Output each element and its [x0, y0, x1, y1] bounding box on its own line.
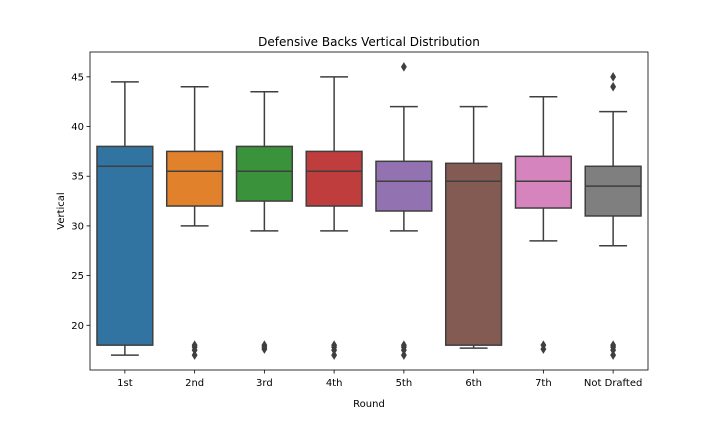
outlier-point	[191, 340, 198, 350]
outlier-point	[610, 340, 617, 350]
box-iqr	[165, 150, 224, 207]
box-group	[96, 81, 154, 356]
outlier-point	[331, 340, 338, 350]
box-iqr	[96, 145, 154, 346]
outlier-point	[610, 82, 617, 92]
x-tick-label: 1st	[117, 378, 133, 389]
x-tick-label: 7th	[535, 378, 552, 389]
outlier-point	[610, 72, 617, 82]
y-tick-label: 20	[71, 321, 84, 332]
x-tick-label: 3rd	[256, 378, 273, 389]
box-group	[165, 86, 224, 360]
box-group	[375, 62, 433, 360]
box-group	[235, 91, 294, 354]
y-tick-label: 35	[71, 172, 84, 183]
y-axis: 20 25 30 35 40 45	[71, 72, 90, 332]
box-iqr	[584, 165, 642, 217]
box-iqr	[444, 162, 503, 346]
box-group	[584, 72, 642, 360]
outlier-point	[400, 340, 407, 350]
outlier-point	[400, 62, 407, 72]
x-tick-label: 5th	[396, 378, 413, 389]
y-tick-label: 45	[71, 72, 84, 83]
box-iqr	[235, 145, 294, 202]
plot-marks	[96, 62, 642, 360]
box-group	[305, 76, 363, 360]
y-tick-label: 40	[71, 122, 84, 133]
outlier-point	[400, 350, 407, 360]
x-axis: 1st 2nd 3rd 4th 5th 6th 7th Not Drafted	[117, 370, 642, 389]
y-tick-label: 25	[71, 271, 84, 282]
outlier-point	[610, 350, 617, 360]
outlier-point	[191, 350, 198, 360]
box-group	[444, 105, 503, 349]
chart-title: Defensive Backs Vertical Distribution	[258, 35, 480, 49]
box-iqr	[305, 150, 363, 207]
box-group	[514, 95, 573, 354]
outlier-point	[261, 340, 268, 350]
x-tick-label: 2nd	[185, 378, 204, 389]
x-axis-title: Round	[353, 399, 385, 410]
x-tick-label: 6th	[465, 378, 482, 389]
x-tick-label: 4th	[326, 378, 343, 389]
y-tick-label: 30	[71, 221, 84, 232]
outlier-point	[540, 340, 547, 350]
box-iqr	[514, 155, 573, 209]
x-tick-label: Not Drafted	[584, 378, 642, 389]
y-axis-title: Vertical	[56, 192, 67, 229]
outlier-point	[331, 350, 338, 360]
box-iqr	[375, 160, 433, 212]
plot-area-frame	[89, 51, 649, 371]
